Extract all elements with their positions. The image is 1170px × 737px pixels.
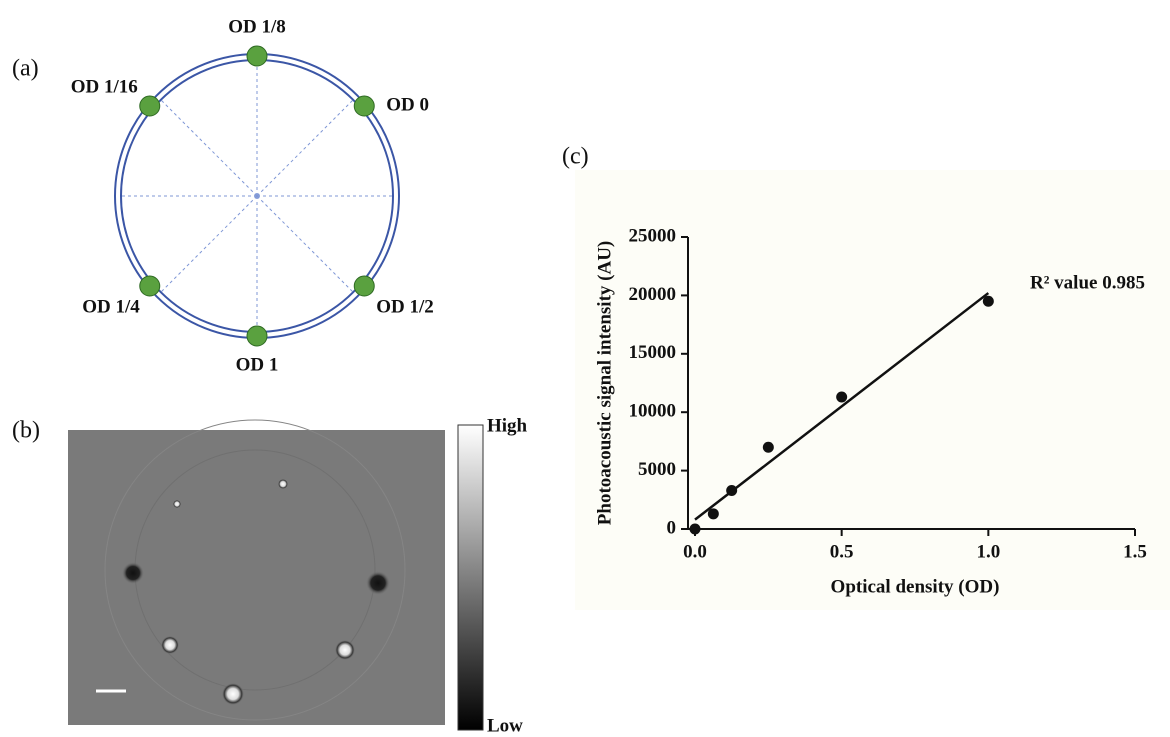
spoke: [257, 196, 353, 292]
x-axis-label: Optical density (OD): [831, 576, 1000, 597]
y-axis-label: Photoacoustic signal intensity (AU): [594, 241, 615, 525]
data-point: [763, 442, 774, 453]
panel-label: (b): [12, 418, 40, 444]
y-tick-label: 10000: [629, 401, 677, 422]
y-tick-label: 25000: [629, 225, 677, 246]
spot: [335, 640, 355, 660]
sample-dot: [247, 46, 267, 66]
x-tick-label: 1.5: [1123, 541, 1147, 562]
sample-dot: [140, 96, 160, 116]
spoke: [161, 100, 257, 196]
y-tick-label: 0: [667, 517, 677, 538]
y-tick-label: 15000: [629, 342, 677, 363]
spot: [222, 683, 244, 705]
annotation: R² value 0.985: [1030, 272, 1145, 293]
spot: [366, 571, 390, 595]
figure: (a) (b) High Low (c) R² value 0.985 Opti…: [0, 0, 1170, 737]
panel-label: (c): [562, 144, 589, 170]
y-tick-label: 5000: [638, 459, 676, 480]
sample-dot: [354, 276, 374, 296]
data-point: [836, 392, 847, 403]
x-tick-label: 0.0: [683, 541, 707, 562]
colorbar: [458, 425, 483, 730]
sample-dot: [247, 326, 267, 346]
spoke: [257, 100, 353, 196]
data-point: [690, 524, 701, 535]
colorbar-low: Low: [487, 715, 523, 736]
dot-label: OD 0: [386, 94, 429, 115]
dot-label: OD 1/4: [82, 296, 140, 317]
x-tick-label: 1.0: [976, 541, 1000, 562]
sample-dot: [354, 96, 374, 116]
dot-label: OD 1/8: [228, 16, 286, 37]
colorbar-high: High: [487, 415, 528, 436]
dot-label: OD 1/16: [71, 76, 138, 97]
spot: [278, 479, 288, 489]
dot-label: OD 1/2: [376, 296, 434, 317]
spot: [161, 636, 179, 654]
panel-label: (a): [12, 56, 39, 82]
sample-dot: [140, 276, 160, 296]
dot-label: OD 1: [236, 354, 279, 375]
spot: [122, 562, 144, 584]
x-tick-label: 0.5: [830, 541, 854, 562]
spoke: [161, 196, 257, 292]
spot: [173, 500, 181, 508]
y-tick-label: 20000: [629, 284, 677, 305]
